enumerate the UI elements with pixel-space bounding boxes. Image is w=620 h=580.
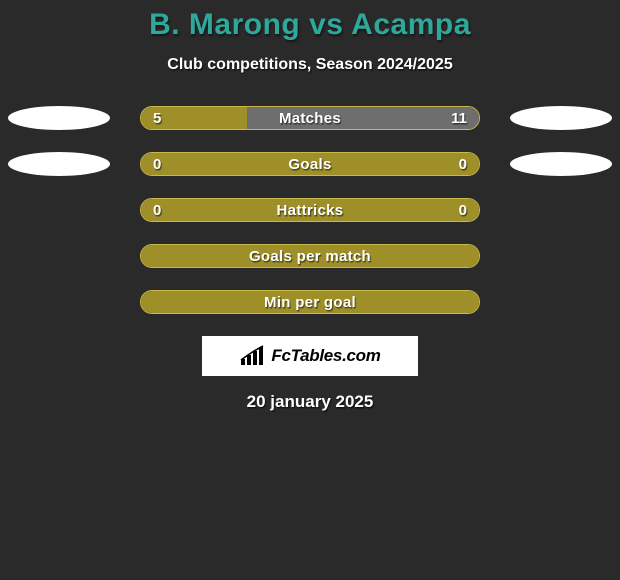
watermark: FcTables.com (202, 336, 418, 376)
comparison-infographic: B. Marong vs Acampa Club competitions, S… (0, 0, 620, 412)
stat-row: Min per goal (0, 290, 620, 314)
stat-bar: 00Hattricks (140, 198, 480, 222)
stat-label: Goals (141, 153, 479, 175)
stat-row: 00Goals (0, 152, 620, 176)
player-right-marker (510, 106, 612, 130)
stat-label: Matches (141, 107, 479, 129)
stat-row: Goals per match (0, 244, 620, 268)
stat-row: 511Matches (0, 106, 620, 130)
stat-bar: Min per goal (140, 290, 480, 314)
stat-label: Min per goal (141, 291, 479, 313)
stats-area: 511Matches 00Goals 00Hattricks Goals per ma… (0, 106, 620, 314)
page-title: B. Marong vs Acampa (0, 8, 620, 42)
stat-bar: 00Goals (140, 152, 480, 176)
stat-label: Goals per match (141, 245, 479, 267)
watermark-text: FcTables.com (271, 346, 380, 366)
stat-row: 00Hattricks (0, 198, 620, 222)
bars-icon (239, 345, 265, 367)
player-left-marker (8, 106, 110, 130)
player-left-marker (8, 152, 110, 176)
stat-bar: 511Matches (140, 106, 480, 130)
stat-bar: Goals per match (140, 244, 480, 268)
subtitle: Club competitions, Season 2024/2025 (0, 56, 620, 74)
stat-label: Hattricks (141, 199, 479, 221)
player-right-marker (510, 152, 612, 176)
date-line: 20 january 2025 (0, 392, 620, 412)
